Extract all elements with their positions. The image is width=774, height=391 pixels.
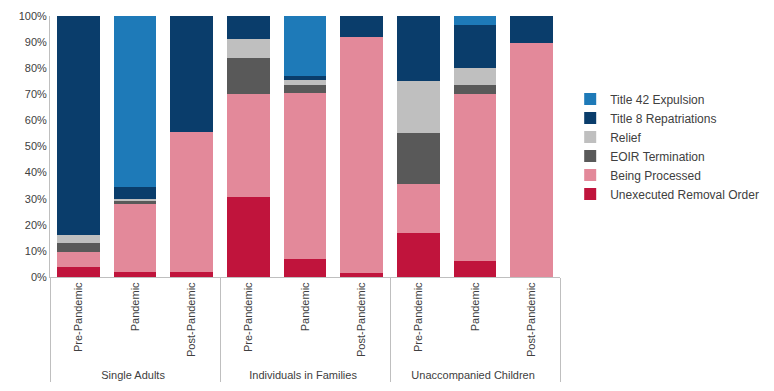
svg-text:Unexecuted Removal Order: Unexecuted Removal Order [610, 188, 759, 202]
svg-text:Pre-Pandemic: Pre-Pandemic [412, 282, 424, 352]
svg-text:100%: 100% [19, 10, 47, 22]
svg-text:Pre-Pandemic: Pre-Pandemic [72, 282, 84, 352]
svg-text:20%: 20% [25, 219, 47, 231]
svg-text:Post-Pandemic: Post-Pandemic [525, 282, 537, 357]
svg-text:Unaccompanied Children: Unaccompanied Children [411, 369, 535, 381]
svg-text:80%: 80% [25, 62, 47, 74]
svg-text:0%: 0% [31, 271, 47, 283]
svg-text:60%: 60% [25, 114, 47, 126]
svg-text:EOIR Termination: EOIR Termination [610, 150, 704, 164]
svg-text:Individuals in Families: Individuals in Families [249, 369, 357, 381]
svg-text:90%: 90% [25, 36, 47, 48]
svg-text:Pandemic: Pandemic [129, 282, 141, 331]
svg-text:Title 42 Expulsion: Title 42 Expulsion [610, 93, 704, 107]
svg-text:Pandemic: Pandemic [299, 282, 311, 331]
svg-text:70%: 70% [25, 88, 47, 100]
svg-text:10%: 10% [25, 245, 47, 257]
svg-text:Pre-Pandemic: Pre-Pandemic [242, 282, 254, 352]
svg-text:Post-Pandemic: Post-Pandemic [185, 282, 197, 357]
svg-text:Post-Pandemic: Post-Pandemic [355, 282, 367, 357]
svg-text:30%: 30% [25, 193, 47, 205]
svg-text:Relief: Relief [610, 131, 641, 145]
svg-text:Pandemic: Pandemic [469, 282, 481, 331]
svg-text:50%: 50% [25, 140, 47, 152]
svg-text:Being Processed: Being Processed [610, 169, 701, 183]
svg-text:Single Adults: Single Adults [101, 369, 165, 381]
svg-text:Title 8 Repatriations: Title 8 Repatriations [610, 112, 716, 126]
svg-text:40%: 40% [25, 166, 47, 178]
